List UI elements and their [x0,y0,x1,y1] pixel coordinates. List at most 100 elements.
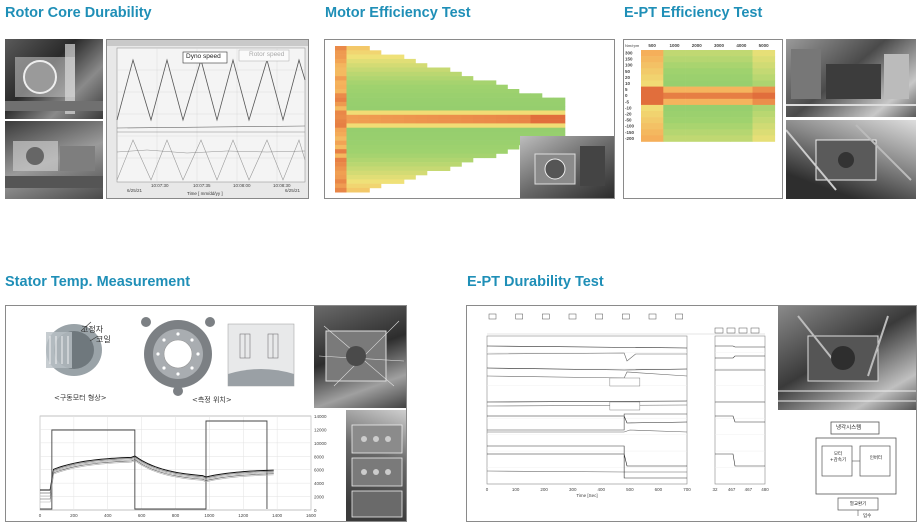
efficiency-cell [381,119,393,124]
efficiency-cell [335,50,347,55]
efficiency-cell [531,93,543,98]
efficiency-cell [393,175,405,180]
efficiency-cell [439,111,451,116]
ept-efficiency-cell [753,50,776,56]
efficiency-cell [473,80,485,85]
efficiency-cell [473,93,485,98]
efficiency-cell [427,141,439,146]
efficiency-cell [531,128,543,133]
efficiency-cell [404,149,416,154]
efficiency-cell [335,85,347,90]
ept-row-header: 10 [625,81,631,86]
efficiency-cell [381,68,393,73]
efficiency-cell [347,80,359,85]
stator-x-tick: 0 [39,513,42,518]
efficiency-cell [554,98,566,103]
efficiency-cell [439,132,451,137]
efficiency-cell [381,171,393,176]
efficiency-cell [427,136,439,141]
ept-efficiency-cell [663,56,686,62]
ept-efficiency-cell [708,135,731,141]
svg-text:6/25/21: 6/25/21 [127,188,143,193]
efficiency-cell [427,72,439,77]
efficiency-cell [439,158,451,163]
efficiency-cell [416,154,428,159]
ept-row-header: -150 [625,130,635,135]
efficiency-cell [427,166,439,171]
efficiency-cell [347,136,359,141]
ept-efficiency-cell [708,68,731,74]
efficiency-cell [370,68,382,73]
ept-efficiency-cell [730,50,753,56]
stator-temp-title: Stator Temp. Measurement [5,274,190,290]
efficiency-cell [496,132,508,137]
efficiency-cell [416,68,428,73]
efficiency-cell [381,136,393,141]
efficiency-cell [358,188,370,193]
efficiency-cell [393,106,405,111]
efficiency-cell [439,128,451,133]
efficiency-cell [542,119,554,124]
efficiency-cell [370,119,382,124]
efficiency-cell [335,68,347,73]
efficiency-cell [531,115,543,120]
efficiency-cell [370,158,382,163]
efficiency-cell [496,98,508,103]
ept-col-header: 1000 [669,43,680,48]
inverter-box: 인버터 [863,455,889,461]
durability-x-tick2: 467 [745,487,753,492]
efficiency-cell [485,123,497,128]
ept-efficiency-cell [686,111,709,117]
efficiency-cell [485,111,497,116]
efficiency-cell [370,145,382,150]
efficiency-cell [335,89,347,94]
efficiency-cell [393,145,405,150]
durability-x-tick2: 467 [728,487,736,492]
efficiency-cell [404,72,416,77]
efficiency-cell [358,141,370,146]
efficiency-cell [508,115,520,120]
stator-x-tick: 1600 [306,513,317,518]
heat-exchanger-box: 열교환기 [840,501,876,507]
ept-efficiency-cell [663,81,686,87]
efficiency-cell [519,128,531,133]
ept-efficiency-cell [641,56,664,62]
efficiency-cell [439,149,451,154]
ept-efficiency-cell [686,56,709,62]
efficiency-cell [496,85,508,90]
ept-efficiency-cell [708,99,731,105]
efficiency-cell [347,175,359,180]
efficiency-cell [347,188,359,193]
efficiency-cell [439,162,451,167]
ept-efficiency-cell [663,50,686,56]
ept-efficiency-cell [641,50,664,56]
ept-test-photo-bottom [786,120,916,199]
efficiency-cell [381,166,393,171]
efficiency-cell [404,93,416,98]
durability-x-tick: 400 [598,487,606,492]
efficiency-cell [519,102,531,107]
efficiency-cell [416,63,428,68]
efficiency-cell [416,111,428,116]
efficiency-cell [393,158,405,163]
efficiency-cell [370,63,382,68]
ept-efficiency-cell [708,93,731,99]
efficiency-cell [496,141,508,146]
stator-x-tick: 1400 [272,513,283,518]
efficiency-cell [427,158,439,163]
efficiency-cell [416,158,428,163]
efficiency-cell [508,89,520,94]
ept-efficiency-cell [730,56,753,62]
ept-efficiency-cell [753,129,776,135]
efficiency-cell [416,145,428,150]
efficiency-cell [531,111,543,116]
durability-x-tick: 700 [683,487,691,492]
stator-x-tick: 1000 [204,513,215,518]
ept-efficiency-cell [753,56,776,62]
efficiency-cell [370,184,382,189]
efficiency-cell [347,162,359,167]
ept-col-header: 4000 [736,43,747,48]
efficiency-cell [370,136,382,141]
efficiency-cell [370,141,382,146]
efficiency-cell [416,76,428,81]
